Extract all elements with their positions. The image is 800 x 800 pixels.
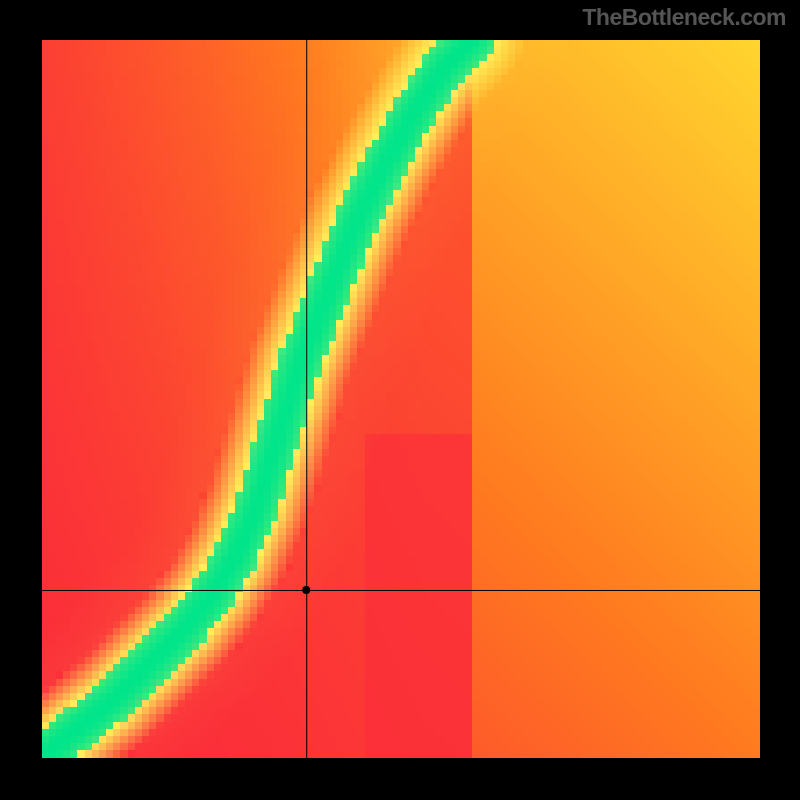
crosshair-overlay — [42, 40, 760, 758]
watermark-text: TheBottleneck.com — [582, 4, 786, 31]
figure-container: TheBottleneck.com — [0, 0, 800, 800]
heatmap-plot-area — [42, 40, 760, 758]
